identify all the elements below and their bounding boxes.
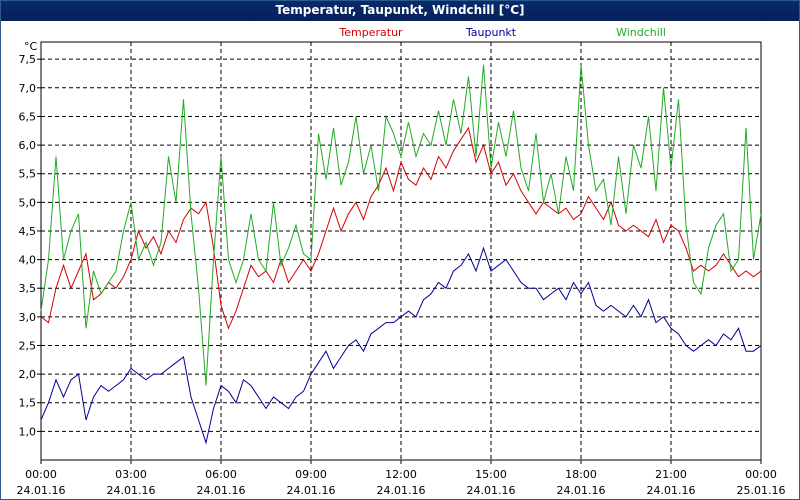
x-tick-date-label: 24.01.16 bbox=[467, 484, 516, 497]
y-tick-label: 4,5 bbox=[19, 225, 37, 238]
y-tick-label: 3,5 bbox=[19, 282, 37, 295]
x-tick-time-label: 00:00 bbox=[745, 468, 777, 481]
x-tick-date-label: 24.01.16 bbox=[107, 484, 156, 497]
y-tick-label: 6,5 bbox=[19, 110, 37, 123]
y-tick-label: 5,0 bbox=[19, 196, 37, 209]
series-line-taupunkt bbox=[40, 246, 762, 445]
x-tick-date-label: 24.01.16 bbox=[557, 484, 606, 497]
x-tick-time-label: 00:00 bbox=[25, 468, 57, 481]
x-tick-time-label: 12:00 bbox=[385, 468, 417, 481]
y-tick-label: 7,5 bbox=[19, 53, 37, 66]
y-tick-label: 6,0 bbox=[19, 139, 37, 152]
y-axis-unit-label: °C bbox=[24, 40, 38, 53]
y-tick-label: 2,5 bbox=[19, 339, 37, 352]
x-tick-date-label: 24.01.16 bbox=[377, 484, 426, 497]
y-tick-label: 3,0 bbox=[19, 311, 37, 324]
series-line-temperatur bbox=[40, 126, 762, 330]
legend-entry-taupunkt: Taupunkt bbox=[465, 26, 517, 39]
legend-entry-windchill: Windchill bbox=[616, 26, 666, 39]
series-line-windchill bbox=[40, 64, 762, 386]
y-tick-label: 5,5 bbox=[19, 168, 37, 181]
x-tick-date-label: 24.01.16 bbox=[647, 484, 696, 497]
x-tick-time-label: 03:00 bbox=[115, 468, 147, 481]
y-tick-label: 4,0 bbox=[19, 254, 37, 267]
legend-entry-temperatur: Temperatur bbox=[338, 26, 403, 39]
x-tick-time-label: 06:00 bbox=[205, 468, 237, 481]
y-tick-label: 7,0 bbox=[19, 82, 37, 95]
y-tick-label: 1,0 bbox=[19, 425, 37, 438]
x-tick-time-label: 15:00 bbox=[475, 468, 507, 481]
x-tick-time-label: 09:00 bbox=[295, 468, 327, 481]
y-tick-label: 1,5 bbox=[19, 397, 37, 410]
x-tick-date-label: 25.01.16 bbox=[737, 484, 786, 497]
chart-title: Temperatur, Taupunkt, Windchill [°C] bbox=[275, 3, 525, 17]
x-tick-date-label: 24.01.16 bbox=[197, 484, 246, 497]
x-tick-time-label: 21:00 bbox=[655, 468, 687, 481]
x-tick-time-label: 18:00 bbox=[565, 468, 597, 481]
x-tick-date-label: 24.01.16 bbox=[287, 484, 336, 497]
y-tick-label: 2,0 bbox=[19, 368, 37, 381]
x-tick-date-label: 24.01.16 bbox=[17, 484, 66, 497]
title-bar: Temperatur, Taupunkt, Windchill [°C] bbox=[1, 1, 799, 21]
